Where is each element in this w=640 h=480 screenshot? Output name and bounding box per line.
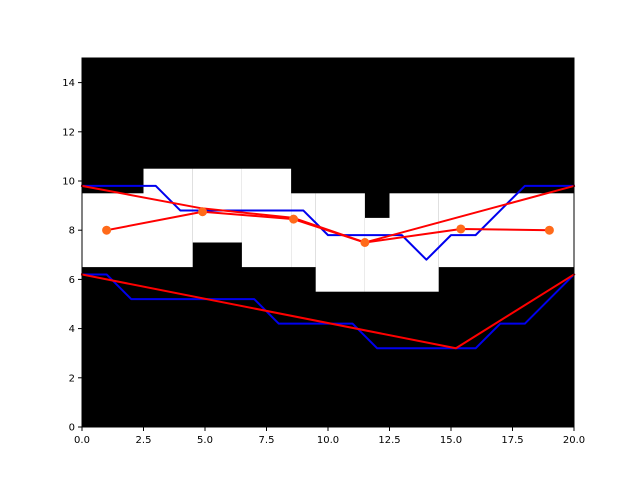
- free-region-2: [192, 168, 242, 243]
- y-tick-label-7: 14: [62, 78, 75, 89]
- y-tick-label-4: 8: [69, 226, 75, 237]
- x-tick-label-1: 2.5: [136, 435, 152, 446]
- x-tick-label-4: 10.0: [317, 435, 339, 446]
- x-tick-label-7: 17.5: [501, 435, 523, 446]
- y-axis: 0 2 4 6 8 10 12 14: [62, 78, 82, 434]
- y-tick-label-3: 6: [69, 275, 75, 286]
- series-5-point-4: [456, 224, 466, 234]
- free-region-5: [315, 193, 365, 292]
- series-1-line: [81, 273, 576, 350]
- series-layer: [80, 184, 576, 350]
- series-5-point-3: [360, 238, 370, 247]
- x-tick-label-2: 5.0: [197, 435, 213, 446]
- plot-area: [80, 57, 576, 428]
- x-tick-label-6: 15.0: [440, 435, 462, 446]
- y-tick-label-6: 12: [62, 127, 75, 138]
- series-5-point-5: [544, 225, 554, 235]
- free-region-0: [82, 193, 144, 268]
- x-axis: 0.0 2.5 5.0 7.5 10.0 12.5 15.0 17.5 20.0: [74, 427, 585, 446]
- x-tick-label-8: 20.0: [563, 435, 585, 446]
- x-tick-label-3: 7.5: [259, 435, 275, 446]
- y-tick-label-1: 2: [69, 373, 75, 384]
- series-5-point-1: [198, 207, 208, 217]
- y-tick-label-5: 10: [62, 177, 75, 188]
- free-region-6: [364, 217, 390, 292]
- series-3-line: [80, 273, 576, 350]
- free-region-7: [389, 193, 439, 292]
- x-tick-label-5: 12.5: [378, 435, 400, 446]
- free-region-4: [291, 193, 316, 268]
- series-5-point-0: [102, 225, 112, 235]
- y-tick-label-2: 4: [69, 324, 75, 335]
- x-tick-label-0: 0.0: [74, 435, 90, 446]
- series-4-line: [105, 210, 551, 244]
- series-5-point-2: [289, 214, 299, 224]
- y-tick-label-0: 0: [69, 423, 75, 434]
